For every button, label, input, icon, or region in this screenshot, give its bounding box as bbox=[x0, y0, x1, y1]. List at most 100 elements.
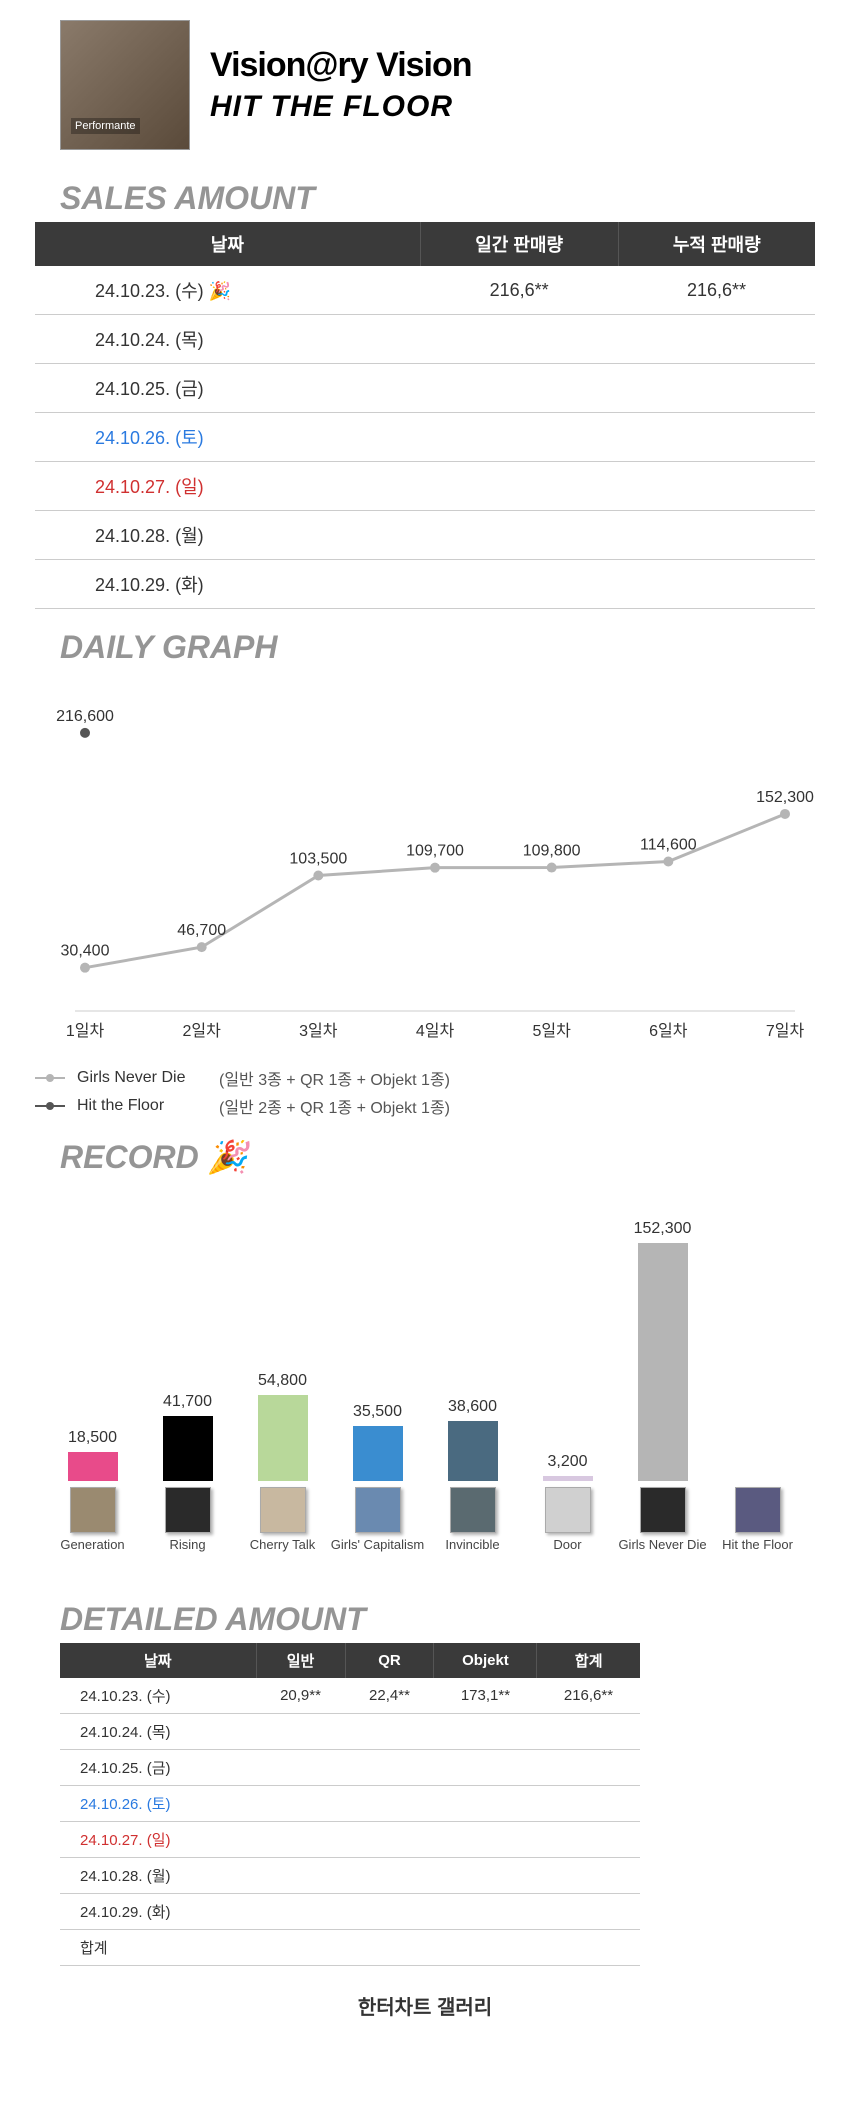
bar-item bbox=[710, 1476, 805, 1481]
bar-rect bbox=[68, 1452, 118, 1481]
bar-value-label: 18,500 bbox=[68, 1429, 117, 1447]
bar-label: Hit the Floor bbox=[710, 1487, 805, 1552]
detailed-table: 날짜일반QRObjekt합계 24.10.23. (수)20,9**22,4**… bbox=[60, 1643, 640, 1966]
album-thumb bbox=[545, 1487, 591, 1533]
table-header: Objekt bbox=[434, 1643, 537, 1678]
table-header: 일간 판매량 bbox=[420, 222, 618, 266]
table-header: QR bbox=[345, 1643, 434, 1678]
value-cell bbox=[434, 1822, 537, 1858]
value-cell bbox=[434, 1894, 537, 1930]
table-header: 날짜 bbox=[35, 222, 420, 266]
table-row: 24.10.25. (금) bbox=[60, 1750, 640, 1786]
table-header: 날짜 bbox=[60, 1643, 256, 1678]
value-cell bbox=[537, 1750, 640, 1786]
bar-label: Girls Never Die bbox=[615, 1487, 710, 1552]
bar-label: Door bbox=[520, 1487, 615, 1552]
table-row: 24.10.26. (토) bbox=[35, 413, 815, 462]
cumulative-cell bbox=[618, 315, 815, 364]
value-cell bbox=[256, 1858, 345, 1894]
cumulative-cell bbox=[618, 413, 815, 462]
legend-row: Girls Never Die(일반 3종 + QR 1종 + Objekt 1… bbox=[35, 1066, 815, 1090]
value-cell bbox=[345, 1894, 434, 1930]
daily-cell: 216,6** bbox=[420, 266, 618, 315]
table-row: 24.10.24. (목) bbox=[35, 315, 815, 364]
line-chart-legend: Girls Never Die(일반 3종 + QR 1종 + Objekt 1… bbox=[35, 1066, 815, 1118]
value-cell: 173,1** bbox=[434, 1678, 537, 1714]
album-thumb bbox=[735, 1487, 781, 1533]
date-cell: 24.10.25. (금) bbox=[60, 1750, 256, 1786]
date-cell: 24.10.26. (토) bbox=[35, 413, 420, 462]
date-cell: 24.10.26. (토) bbox=[60, 1786, 256, 1822]
bar-item: 35,500 bbox=[330, 1403, 425, 1481]
value-cell bbox=[256, 1750, 345, 1786]
svg-text:46,700: 46,700 bbox=[177, 922, 226, 939]
bar-label: Generation bbox=[45, 1487, 140, 1552]
daily-cell bbox=[420, 511, 618, 560]
legend-series-name: Hit the Floor bbox=[77, 1097, 207, 1115]
section-title-daily: DAILY GRAPH bbox=[60, 629, 840, 666]
table-row: 24.10.27. (일) bbox=[35, 462, 815, 511]
table-row: 24.10.28. (월) bbox=[60, 1858, 640, 1894]
svg-text:6일차: 6일차 bbox=[649, 1022, 688, 1040]
date-cell: 24.10.28. (월) bbox=[60, 1858, 256, 1894]
bar-chart: 18,50041,70054,80035,50038,6003,200152,3… bbox=[35, 1201, 815, 1581]
table-header: 누적 판매량 bbox=[618, 222, 815, 266]
bar-rect bbox=[543, 1476, 593, 1481]
table-header: 합계 bbox=[537, 1643, 640, 1678]
main-title: Vision@ry Vision bbox=[210, 46, 790, 85]
value-cell bbox=[256, 1822, 345, 1858]
value-cell bbox=[345, 1822, 434, 1858]
bar-label: Invincible bbox=[425, 1487, 520, 1552]
bar-rect bbox=[258, 1395, 308, 1481]
section-title-record: RECORD 🎉 bbox=[60, 1138, 840, 1176]
cumulative-cell bbox=[618, 560, 815, 609]
svg-text:30,400: 30,400 bbox=[61, 943, 110, 960]
daily-cell bbox=[420, 560, 618, 609]
legend-series-desc: (일반 2종 + QR 1종 + Objekt 1종) bbox=[219, 1094, 450, 1118]
date-cell: 24.10.29. (화) bbox=[60, 1894, 256, 1930]
svg-text:109,800: 109,800 bbox=[523, 843, 581, 860]
svg-text:2일차: 2일차 bbox=[182, 1022, 221, 1040]
section-title-detailed: DETAILED AMOUNT bbox=[60, 1601, 840, 1638]
bar-label-text: Cherry Talk bbox=[235, 1537, 330, 1552]
table-row: 합계 bbox=[60, 1930, 640, 1966]
album-thumb bbox=[165, 1487, 211, 1533]
album-thumb bbox=[70, 1487, 116, 1533]
table-row: 24.10.24. (목) bbox=[60, 1714, 640, 1750]
bar-rect bbox=[448, 1421, 498, 1481]
value-cell bbox=[345, 1858, 434, 1894]
bar-label-text: Hit the Floor bbox=[710, 1537, 805, 1552]
legend-marker-icon bbox=[35, 1077, 65, 1079]
sub-title: HIT THE FLOOR bbox=[210, 90, 790, 124]
svg-text:1일차: 1일차 bbox=[66, 1022, 105, 1040]
value-cell: 22,4** bbox=[345, 1678, 434, 1714]
value-cell bbox=[537, 1894, 640, 1930]
table-header: 일반 bbox=[256, 1643, 345, 1678]
bar-value-label: 3,200 bbox=[547, 1453, 587, 1471]
line-chart: 1일차2일차3일차4일차5일차6일차7일차30,40046,700103,500… bbox=[35, 686, 815, 1056]
value-cell bbox=[256, 1894, 345, 1930]
bar-label-text: Generation bbox=[45, 1537, 140, 1552]
value-cell bbox=[537, 1786, 640, 1822]
bar-item: 3,200 bbox=[520, 1453, 615, 1481]
date-cell: 24.10.23. (수) bbox=[60, 1678, 256, 1714]
cumulative-cell bbox=[618, 364, 815, 413]
bar-label-text: Girls Never Die bbox=[615, 1537, 710, 1552]
svg-text:114,600: 114,600 bbox=[640, 837, 697, 854]
value-cell bbox=[256, 1714, 345, 1750]
value-cell bbox=[345, 1714, 434, 1750]
bar-label-text: Door bbox=[520, 1537, 615, 1552]
daily-cell bbox=[420, 315, 618, 364]
svg-text:152,300: 152,300 bbox=[756, 789, 814, 806]
legend-row: Hit the Floor (일반 2종 + QR 1종 + Objekt 1종) bbox=[35, 1094, 815, 1118]
bar-rect bbox=[638, 1243, 688, 1481]
value-cell bbox=[434, 1714, 537, 1750]
bar-value-label: 35,500 bbox=[353, 1403, 402, 1421]
album-thumb bbox=[260, 1487, 306, 1533]
table-row: 24.10.23. (수) 🎉216,6**216,6** bbox=[35, 266, 815, 315]
bar-value-label: 38,600 bbox=[448, 1398, 497, 1416]
bar-item: 18,500 bbox=[45, 1429, 140, 1481]
date-cell: 24.10.27. (일) bbox=[35, 462, 420, 511]
value-cell bbox=[434, 1750, 537, 1786]
date-cell: 24.10.24. (목) bbox=[35, 315, 420, 364]
